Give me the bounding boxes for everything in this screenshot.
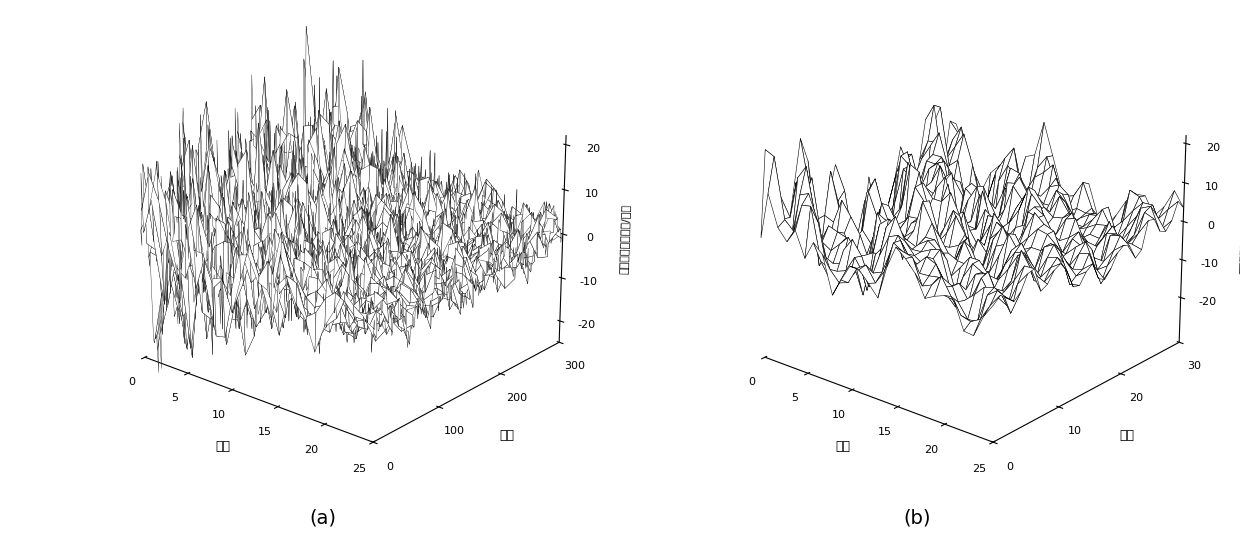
- X-axis label: 维数: 维数: [216, 440, 231, 453]
- Text: (a): (a): [309, 509, 336, 528]
- Y-axis label: 帧数: 帧数: [1120, 429, 1135, 442]
- X-axis label: 维数: 维数: [836, 440, 851, 453]
- Text: (b): (b): [904, 509, 931, 528]
- Y-axis label: 帧数: 帧数: [500, 429, 515, 442]
